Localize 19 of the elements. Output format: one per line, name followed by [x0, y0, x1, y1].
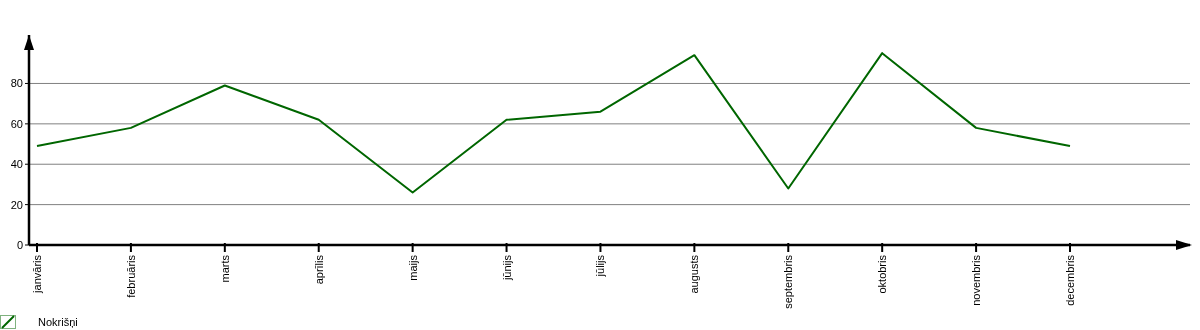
y-tick-label: 60: [10, 117, 23, 130]
x-tick-label: septembris: [782, 254, 795, 309]
x-tick-label: februāris: [124, 254, 137, 298]
x-tick-label: novembris: [970, 254, 983, 306]
x-tick-label: oktobris: [876, 254, 889, 294]
x-tick-label: janvāris: [31, 254, 43, 294]
x-tick-label: maijs: [406, 254, 419, 281]
y-tick-label: 40: [10, 158, 23, 171]
legend-label: Nokrišņi: [38, 316, 78, 328]
y-tick-label: 80: [10, 77, 23, 90]
x-tick-label: decembris: [1064, 254, 1076, 306]
x-tick-label: aprīlis: [312, 254, 325, 285]
y-tick-label: 0: [16, 238, 23, 251]
x-tick-label: jūlijs: [594, 254, 607, 278]
line-series: [36, 52, 1071, 194]
x-tick-label: augusts: [688, 254, 701, 294]
x-tick-label: marts: [218, 254, 231, 283]
x-tick-label: jūnijs: [500, 254, 513, 282]
y-tick-label: 20: [10, 198, 23, 211]
